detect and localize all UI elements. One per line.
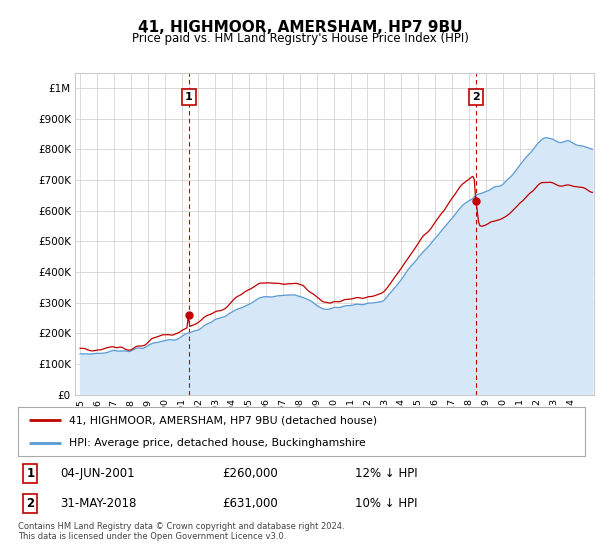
Text: 2: 2 (26, 497, 35, 510)
Text: 10% ↓ HPI: 10% ↓ HPI (355, 497, 418, 510)
Text: 04-JUN-2001: 04-JUN-2001 (61, 466, 135, 479)
Text: 12% ↓ HPI: 12% ↓ HPI (355, 466, 418, 479)
Text: HPI: Average price, detached house, Buckinghamshire: HPI: Average price, detached house, Buck… (69, 438, 366, 448)
Text: 41, HIGHMOOR, AMERSHAM, HP7 9BU: 41, HIGHMOOR, AMERSHAM, HP7 9BU (138, 20, 462, 35)
Text: 41, HIGHMOOR, AMERSHAM, HP7 9BU (detached house): 41, HIGHMOOR, AMERSHAM, HP7 9BU (detache… (69, 416, 377, 426)
Text: Contains HM Land Registry data © Crown copyright and database right 2024.
This d: Contains HM Land Registry data © Crown c… (18, 522, 344, 542)
Text: £260,000: £260,000 (222, 466, 278, 479)
Text: Price paid vs. HM Land Registry's House Price Index (HPI): Price paid vs. HM Land Registry's House … (131, 32, 469, 45)
Text: 1: 1 (26, 466, 35, 479)
Text: 2: 2 (472, 92, 480, 102)
Text: 1: 1 (185, 92, 193, 102)
Text: 31-MAY-2018: 31-MAY-2018 (61, 497, 137, 510)
Text: £631,000: £631,000 (222, 497, 278, 510)
